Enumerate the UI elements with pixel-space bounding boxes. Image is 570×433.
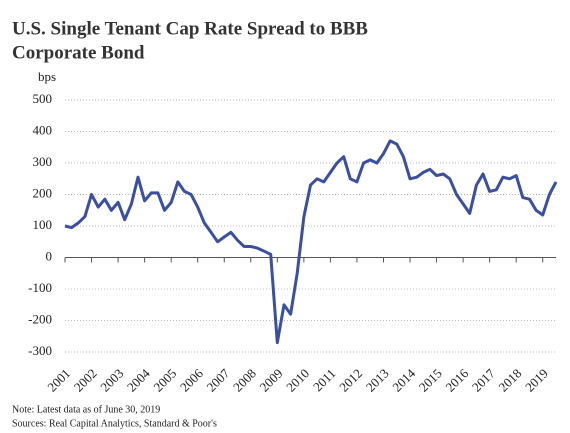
y-tick-label: -300 (28, 343, 52, 358)
x-tick-label: 2003 (97, 366, 126, 395)
chart-title: Corporate Bond (12, 42, 145, 63)
y-tick-label: 0 (46, 248, 53, 263)
y-tick-label: 200 (33, 185, 53, 200)
y-tick-label: 100 (33, 217, 53, 232)
x-tick-label: 2001 (44, 366, 73, 395)
x-tick-label: 2015 (416, 366, 445, 395)
x-tick-label: 2005 (150, 366, 179, 395)
x-tick-label: 2017 (469, 365, 498, 394)
x-tick-label: 2016 (442, 365, 471, 394)
y-tick-label: 400 (33, 122, 53, 137)
y-tick-label: -100 (28, 280, 52, 295)
note: Sources: Real Capital Analytics, Standar… (12, 418, 217, 429)
x-tick-label: 2018 (495, 366, 524, 395)
x-tick-label: 2009 (257, 366, 286, 395)
x-tick-label: 2006 (177, 365, 206, 394)
x-tick-label: 2012 (336, 366, 365, 395)
x-tick-label: 2010 (283, 366, 312, 395)
y-tick-label: 300 (33, 154, 53, 169)
x-tick-label: 2013 (363, 366, 392, 395)
x-tick-label: 2014 (389, 365, 418, 394)
y-tick-label: -200 (28, 311, 52, 326)
note: Note: Latest data as of June 30, 2019 (12, 404, 160, 415)
x-tick-label: 2011 (310, 366, 339, 395)
x-tick-label: 2007 (203, 365, 232, 394)
y-tick-label: 500 (33, 91, 53, 106)
y-axis-label: bps (38, 69, 56, 84)
x-tick-label: 2002 (71, 366, 100, 395)
data-line (64, 139, 558, 345)
chart-title: U.S. Single Tenant Cap Rate Spread to BB… (12, 18, 368, 39)
x-tick-label: 2019 (522, 366, 551, 395)
x-tick-label: 2008 (230, 366, 259, 395)
x-tick-label: 2004 (124, 365, 153, 394)
